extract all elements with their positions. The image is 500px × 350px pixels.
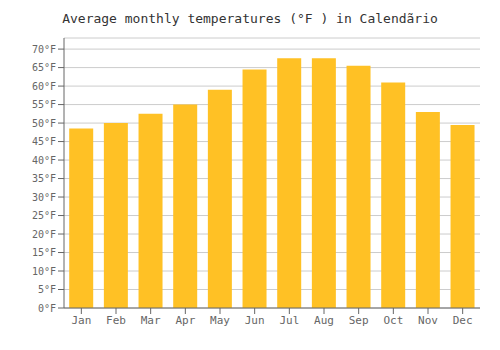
svg-text:15°F: 15°F <box>32 247 56 258</box>
svg-text:Nov: Nov <box>418 314 438 327</box>
svg-text:35°F: 35°F <box>32 173 56 184</box>
svg-text:Apr: Apr <box>175 314 195 327</box>
svg-text:0°F: 0°F <box>38 303 56 314</box>
svg-text:10°F: 10°F <box>32 266 56 277</box>
svg-text:30°F: 30°F <box>32 192 56 203</box>
svg-text:40°F: 40°F <box>32 155 56 166</box>
html-text:Average monthly temperatures (: Average monthly temperatures (°F ) in Ca… <box>62 11 438 26</box>
svg-text:Jan: Jan <box>71 314 91 327</box>
svg-text:Jun: Jun <box>245 314 265 327</box>
svg-text:65°F: 65°F <box>32 62 56 73</box>
svg-text:20°F: 20°F <box>32 229 56 240</box>
svg-text:Feb: Feb <box>106 314 126 327</box>
svg-text:May: May <box>210 314 230 327</box>
svg-text:Dec: Dec <box>453 314 473 327</box>
svg-text:70°F: 70°F <box>32 44 56 55</box>
svg-text:45°F: 45°F <box>32 136 56 147</box>
svg-text:50°F: 50°F <box>32 118 56 129</box>
svg-text:55°F: 55°F <box>32 99 56 110</box>
svg-text:Jul: Jul <box>279 314 299 327</box>
svg-text:Oct: Oct <box>383 314 403 327</box>
svg-text:60°F: 60°F <box>32 81 56 92</box>
svg-text:Mar: Mar <box>141 314 161 327</box>
svg-text:Sep: Sep <box>349 314 369 327</box>
svg-text:5°F: 5°F <box>38 284 56 295</box>
svg-text:Aug: Aug <box>314 314 334 327</box>
svg-text:25°F: 25°F <box>32 210 56 221</box>
